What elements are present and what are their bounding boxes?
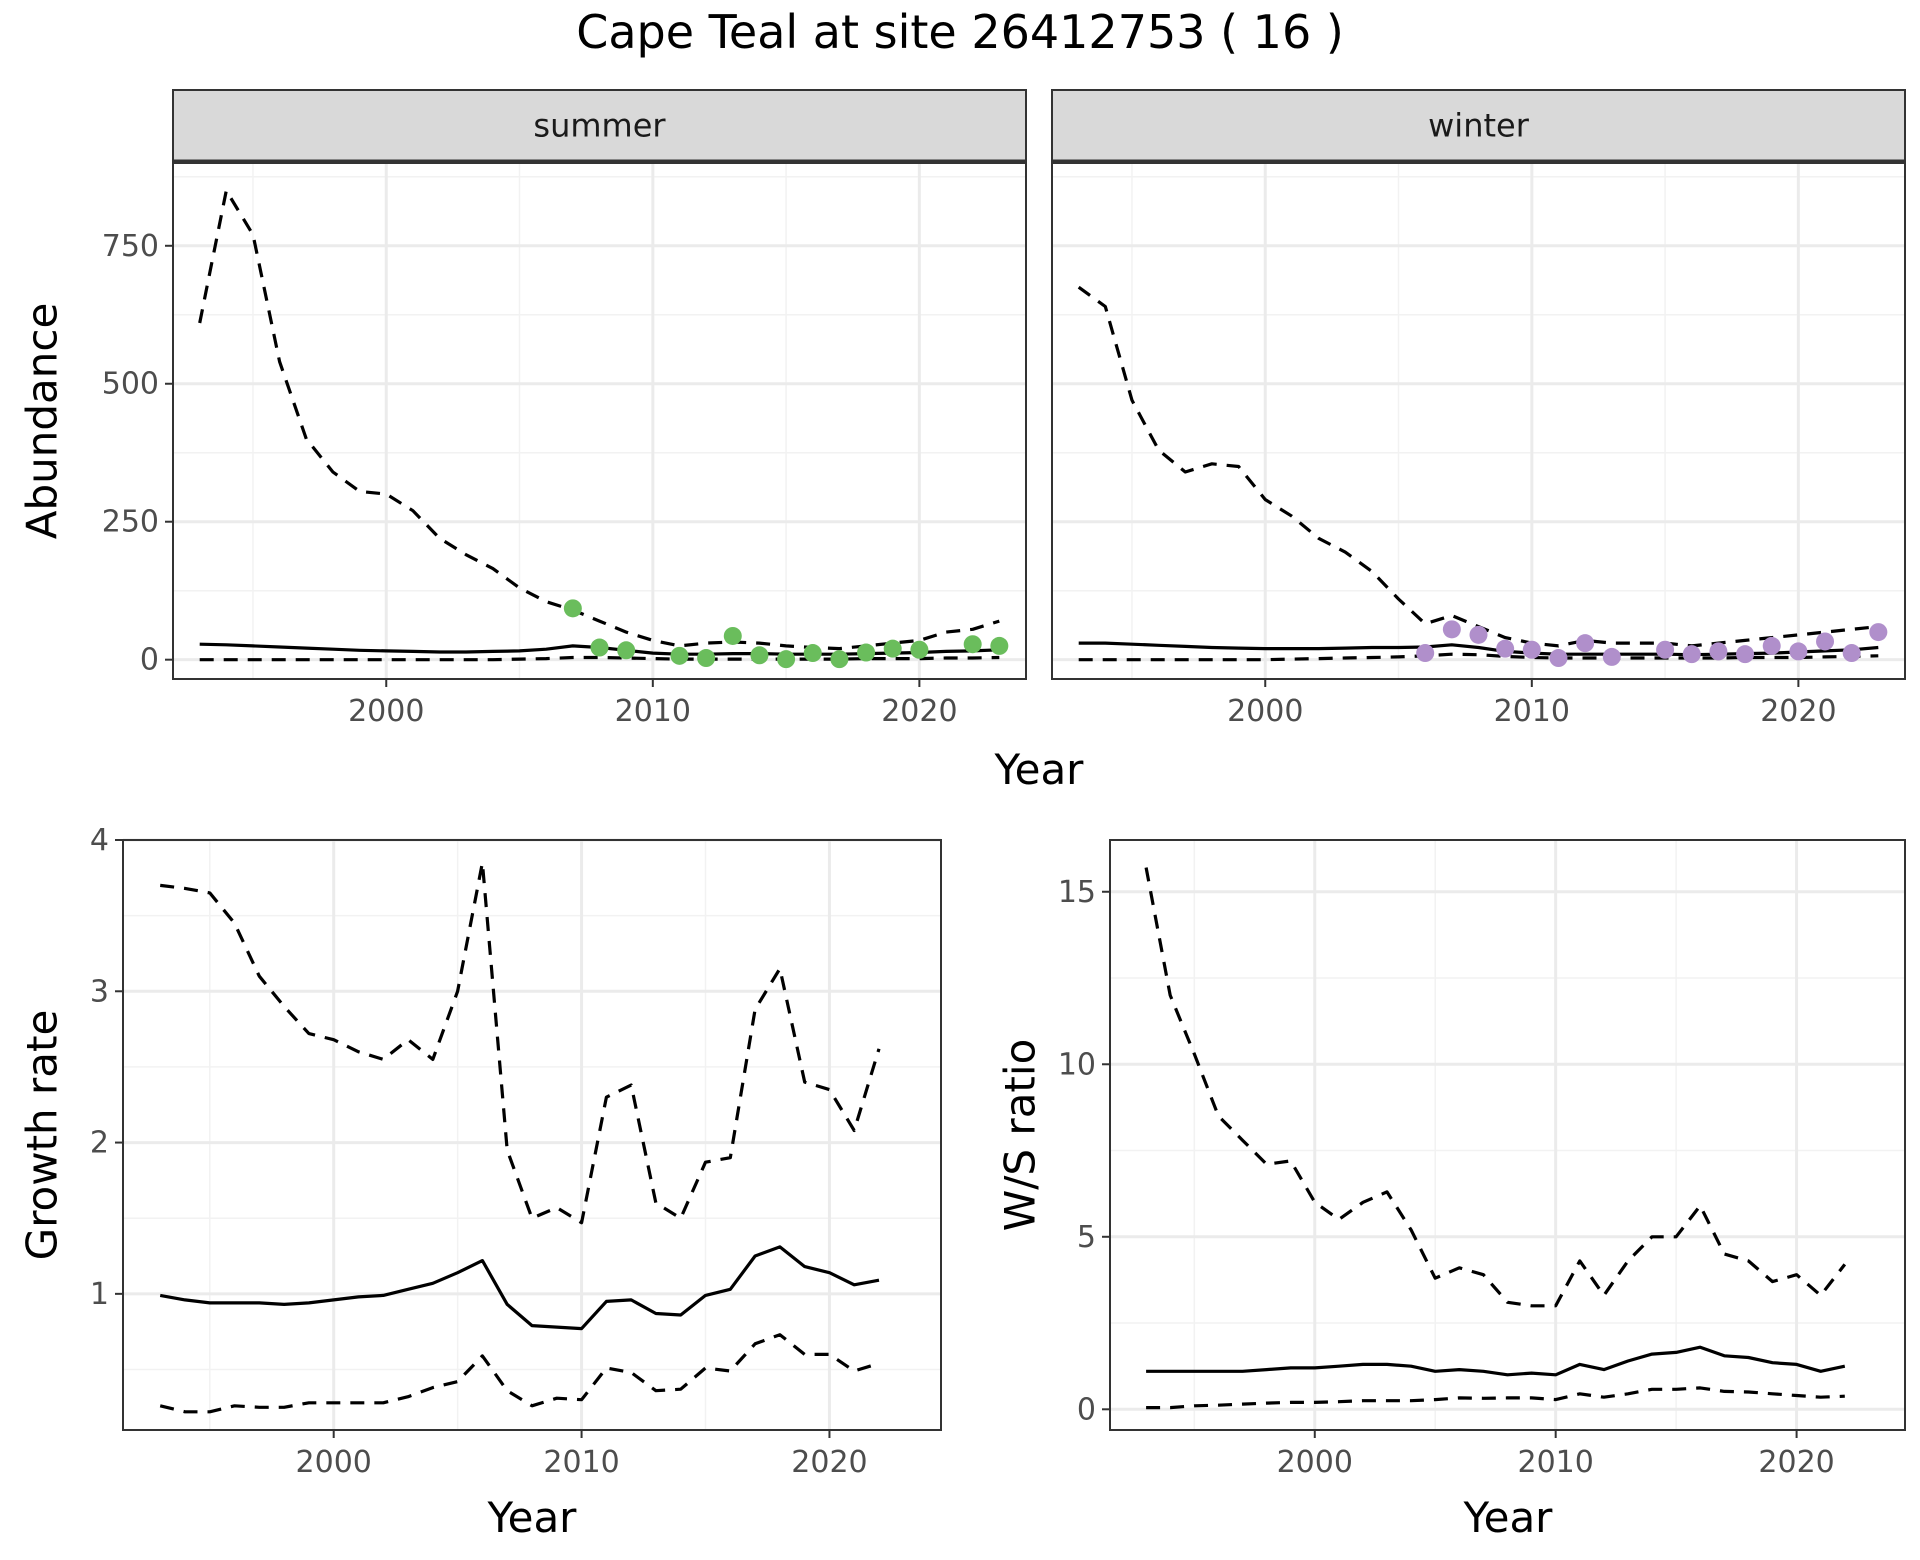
y-tick-label: 10: [1058, 1047, 1096, 1082]
count-point: [1522, 640, 1541, 659]
x-tick-label: 2000: [1277, 1445, 1353, 1480]
x-tick-label: 2010: [543, 1445, 619, 1480]
y-axis-title: Growth rate: [18, 1010, 67, 1261]
facet-strip: [1051, 89, 1906, 162]
x-axis-title: Year: [487, 1493, 578, 1542]
x-tick-label: 2020: [1760, 694, 1836, 729]
estimate-line: [159, 1245, 880, 1331]
y-tick-label: 1: [90, 1277, 109, 1312]
upper-bound-line: [160, 861, 881, 1225]
count-point: [883, 639, 902, 658]
x-tick-label: 2000: [296, 1445, 372, 1480]
x-axis-title: Year: [1463, 1493, 1554, 1542]
y-tick-label: 2: [90, 1126, 109, 1161]
x-tick-label: 2010: [1518, 1445, 1594, 1480]
y-tick-label: 500: [102, 367, 159, 402]
chart-panel-panel-4: 2000 2010 2020 0 5 10 15 Year W/S ratio: [996, 839, 1906, 1542]
count-point: [1709, 642, 1728, 661]
count-point: [1416, 644, 1435, 663]
count-point: [963, 635, 982, 654]
y-tick-label: 5: [1077, 1220, 1096, 1255]
count-point: [830, 650, 849, 669]
count-point: [563, 599, 582, 618]
count-point: [1736, 645, 1755, 664]
chart-panel-panel-3: 2000 2010 2020 1 2 3 4 Year Growth rate: [18, 823, 942, 1542]
x-tick-label: 2020: [791, 1445, 867, 1480]
lower-bound-line: [1078, 652, 1879, 662]
count-point: [723, 626, 742, 645]
facet-label-winter: winter: [1428, 107, 1530, 145]
lower-bound-line: [159, 1333, 880, 1414]
count-point: [1656, 640, 1675, 659]
y-tick-label: 250: [102, 505, 159, 540]
upper-bound-line: [1144, 867, 1847, 1308]
y-tick-label: 750: [102, 229, 159, 264]
y-tick-label: 3: [90, 974, 109, 1009]
x-tick-label: 2020: [881, 694, 957, 729]
count-point: [1469, 625, 1488, 644]
y-tick-label: 0: [1077, 1392, 1096, 1427]
x-tick-label: 2000: [348, 694, 424, 729]
count-point: [750, 646, 769, 665]
count-point: [617, 641, 636, 660]
count-point: [803, 644, 822, 663]
chart-panel-winter: winter 2000 2010 2020: [1051, 89, 1906, 729]
panel-border: [1051, 162, 1906, 680]
count-point: [1762, 636, 1781, 655]
y-axis-title: W/S ratio: [996, 1039, 1045, 1232]
count-point: [1496, 639, 1515, 658]
y-tick-label: 15: [1058, 875, 1096, 910]
panel-border: [172, 162, 1027, 680]
count-point: [857, 643, 876, 662]
lower-bound-line: [199, 655, 1000, 662]
count-point: [1869, 623, 1888, 642]
y-tick-label: 0: [140, 643, 159, 678]
count-point: [1442, 620, 1461, 639]
count-point: [590, 638, 609, 657]
x-tick-label: 2000: [1227, 694, 1303, 729]
count-point: [990, 636, 1009, 655]
count-point: [777, 650, 796, 669]
count-point: [1576, 634, 1595, 653]
estimate-line: [1146, 1345, 1846, 1377]
facet-strip: [172, 89, 1027, 162]
panel-border: [1109, 839, 1906, 1431]
x-tick-label: 2010: [1494, 694, 1570, 729]
x-axis-title-shared: Year: [994, 745, 1085, 794]
count-point: [670, 646, 689, 665]
panel-border: [122, 839, 942, 1431]
facet-label-summer: summer: [533, 107, 666, 145]
chart-panel-summer: summer 2000 2010 2020 0 250 500 750 Abundance: [18, 89, 1027, 729]
lower-bound-line: [1146, 1386, 1845, 1410]
count-point: [910, 640, 929, 659]
count-point: [1549, 649, 1568, 668]
figure-title: Cape Teal at site 26412753 ( 16 ): [576, 5, 1344, 59]
count-point: [1789, 642, 1808, 661]
y-tick-label: 4: [90, 823, 109, 858]
count-point: [1842, 644, 1861, 663]
count-point: [1682, 645, 1701, 664]
y-axis-title: Abundance: [18, 303, 67, 540]
count-point: [1816, 632, 1835, 651]
count-point: [697, 649, 716, 668]
count-point: [1602, 647, 1621, 666]
upper-bound-line: [198, 189, 1000, 651]
x-tick-label: 2010: [615, 694, 691, 729]
x-tick-label: 2020: [1758, 1445, 1834, 1480]
